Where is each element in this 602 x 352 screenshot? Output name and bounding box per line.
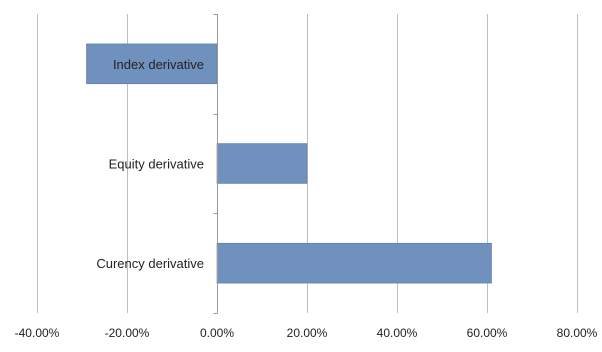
category-label-1: Index derivative (113, 57, 204, 72)
x-tick-label-1: -20.00% (105, 326, 150, 340)
x-tick-label-5: 60.00% (467, 326, 508, 340)
bar-1 (86, 43, 218, 85)
bar-3 (216, 242, 492, 284)
category-label-3: Curency derivative (96, 256, 204, 271)
x-tick-label-3: 20.00% (287, 326, 328, 340)
x-tick-label-4: 40.00% (377, 326, 418, 340)
category-label-2: Equity derivative (109, 157, 204, 172)
x-tick-label-6: 80.00% (557, 326, 598, 340)
y-axis (213, 14, 218, 314)
x-tick-label-0: -40.00% (15, 326, 60, 340)
x-tick-labels: -40.00% -20.00% 0.00% 20.00% 40.00% 60.00% 80.… (15, 326, 598, 340)
x-tick-label-2: 0.00% (200, 326, 234, 340)
bars (86, 43, 492, 284)
bar-2 (216, 143, 308, 184)
category-labels: Index derivative Equity derivative Curency… (96, 57, 204, 271)
